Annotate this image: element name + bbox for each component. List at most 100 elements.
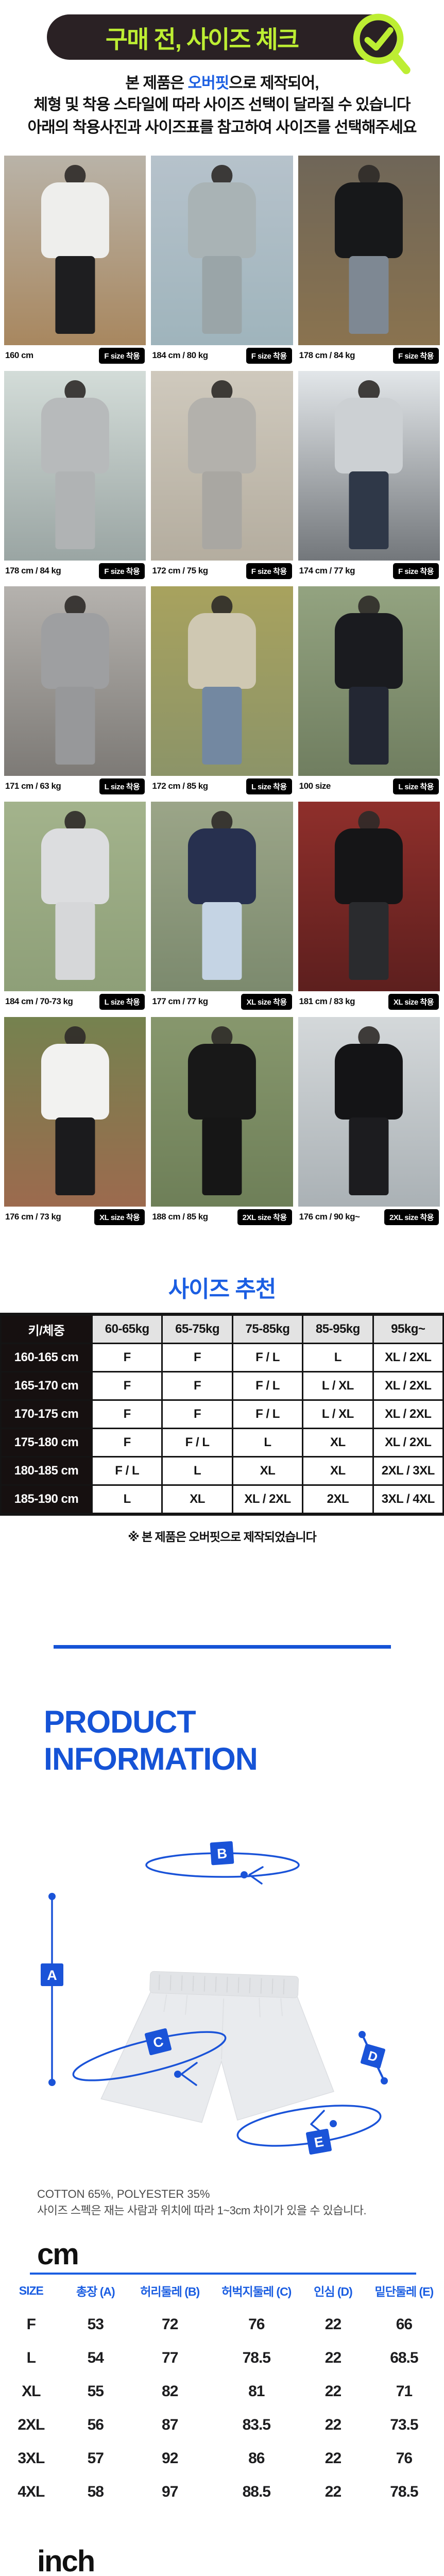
model-bottom-garment	[349, 471, 389, 549]
cm-value-cell: L	[26, 2349, 36, 2366]
product-information-title: PRODUCT INFORMATION	[44, 1703, 444, 1777]
height-range-cell: 170-175 cm	[0, 1399, 93, 1429]
photo-caption: 178 cm / 84 kg F size 착용	[298, 345, 440, 366]
photo-caption: 178 cm / 84 kg F size 착용	[4, 561, 146, 581]
size-badge: F size 착용	[393, 563, 439, 579]
cm-value-cell: 55	[87, 2382, 104, 2400]
measurement-disclaimer: 사이즈 스펙은 재는 사람과 위치에 따라 1~3cm 차이가 있을 수 있습니…	[37, 2204, 367, 2217]
size-check-banner: 구매 전, 사이즈 체크	[47, 13, 411, 74]
measurement-diagram: A B C D	[0, 1803, 444, 2179]
reco-size-cell: XL / 2XL	[372, 1428, 444, 1458]
model-spec-label: 172 cm / 75 kg	[152, 566, 208, 575]
model-top-garment	[335, 828, 403, 904]
model-spec-label: 174 cm / 77 kg	[299, 566, 355, 575]
model-photo	[151, 371, 293, 561]
model-photo-cell: 100 size L size 착용	[298, 586, 440, 796]
cm-value-cell: 78.5	[242, 2349, 271, 2366]
model-top-garment	[335, 613, 403, 689]
cm-value-cell: 22	[325, 2483, 341, 2500]
reco-size-cell: L / XL	[302, 1371, 374, 1401]
model-bottom-garment	[202, 471, 242, 549]
intro-line1-prefix: 본 제품은	[125, 75, 188, 92]
model-photo-cell: 181 cm / 83 kg XL size 착용	[298, 802, 440, 1012]
size-badge: XL size 착용	[241, 993, 292, 1010]
photo-caption: 100 size L size 착용	[298, 776, 440, 796]
model-bottom-garment	[349, 687, 389, 765]
reco-col-header: 95kg~	[372, 1313, 444, 1344]
cm-value-cell: 22	[325, 2416, 341, 2433]
size-reco-table: 키/체중 60-65kg 65-75kg 75-85kg 85-95kg 95k…	[0, 1313, 444, 1516]
intro-line1-suffix: 으로 제작되어,	[229, 75, 319, 92]
shorts-illustration	[100, 1971, 334, 2123]
reco-size-cell: L / XL	[302, 1399, 374, 1429]
model-photo	[4, 1017, 146, 1207]
cm-value-cell: 22	[325, 2315, 341, 2333]
reco-col-header: 85-95kg	[302, 1313, 374, 1344]
model-bottom-garment	[55, 1117, 95, 1195]
reco-size-cell: F	[91, 1399, 163, 1429]
cm-heading: cm	[37, 2238, 79, 2271]
size-badge: 2XL size 착용	[384, 1209, 439, 1225]
reco-size-cell: L	[231, 1428, 304, 1458]
cm-table-header: SIZE 총장 (A) 허리둘레 (B) 허벅지둘레 (C) 인심 (D) 밑단둘레 (E…	[0, 2282, 444, 2299]
model-bottom-garment	[55, 256, 95, 334]
reco-size-cell: 3XL / 4XL	[372, 1484, 444, 1515]
photo-caption: 172 cm / 75 kg F size 착용	[151, 561, 293, 581]
model-photo-cell: 172 cm / 75 kg F size 착용	[151, 371, 293, 581]
cm-value-cell: 87	[162, 2416, 178, 2433]
cm-col-header: 밑단둘레 (E)	[374, 2285, 434, 2298]
dimension-line-a	[48, 1893, 56, 2086]
cm-table-row: 4XL 58 97 88.5 22 78.5	[0, 2475, 444, 2509]
model-photo-cell: 178 cm / 84 kg F size 착용	[298, 156, 440, 366]
reco-size-cell: L	[302, 1343, 374, 1372]
cm-col-header: 허벅지둘레 (C)	[221, 2285, 292, 2298]
model-bottom-garment	[349, 1117, 389, 1195]
model-bottom-garment	[202, 902, 242, 980]
model-photo-cell: 176 cm / 73 kg XL size 착용	[4, 1017, 146, 1227]
measure-c-ellipse	[72, 2031, 227, 2081]
measure-c-dot	[174, 2071, 181, 2078]
cm-value-cell: 77	[162, 2349, 178, 2366]
cm-value-cell: XL	[22, 2382, 41, 2400]
reco-size-cell: XL	[302, 1428, 374, 1458]
cm-value-cell: 71	[396, 2382, 413, 2400]
model-spec-label: 178 cm / 84 kg	[299, 350, 355, 360]
model-photo-cell: 184 cm / 80 kg F size 착용	[151, 156, 293, 366]
cm-value-cell: 58	[87, 2483, 104, 2500]
model-spec-label: 160 cm	[5, 350, 33, 360]
size-badge: 2XL size 착용	[237, 1209, 292, 1225]
model-top-garment	[335, 1043, 403, 1120]
size-badge: F size 착용	[99, 347, 145, 364]
reco-size-cell: F / L	[231, 1343, 304, 1372]
model-top-garment	[187, 397, 257, 473]
model-photo	[4, 802, 146, 991]
reco-table-body: 160-165 cm F F F / L L XL / 2XL 165-170 cm F F F …	[0, 1343, 444, 1515]
photo-caption: 188 cm / 85 kg 2XL size 착용	[151, 1207, 293, 1227]
size-badge: F size 착용	[246, 347, 292, 364]
photo-caption: 176 cm / 90 kg~ 2XL size 착용	[298, 1207, 440, 1227]
intro-text: 본 제품은 오버핏으로 제작되어, 체형 및 착용 스타일에 따라 사이즈 선택…	[0, 73, 444, 139]
photo-caption: 171 cm / 63 kg L size 착용	[4, 776, 146, 796]
height-range-cell: 175-180 cm	[0, 1428, 93, 1458]
fabric-composition: COTTON 65%, POLYESTER 35%	[37, 2188, 210, 2200]
model-top-garment	[335, 397, 403, 473]
model-top-garment	[41, 1043, 109, 1120]
cm-table-row: XL 55 82 81 22 71	[0, 2375, 444, 2408]
reco-size-cell: F	[161, 1399, 233, 1429]
model-photo-cell: 178 cm / 84 kg F size 착용	[4, 371, 146, 581]
reco-col-header: 75-85kg	[231, 1313, 304, 1344]
label-d-box	[360, 2043, 386, 2069]
model-bottom-garment	[349, 256, 389, 334]
model-photo	[151, 802, 293, 991]
label-e: E	[313, 2134, 325, 2151]
cm-table-row: F 53 72 76 22 66	[0, 2308, 444, 2341]
photo-caption: 184 cm / 70-73 kg L size 착용	[4, 991, 146, 1012]
cm-table-row: 2XL 56 87 83.5 22 73.5	[0, 2408, 444, 2442]
cm-value-cell: 78.5	[390, 2483, 418, 2500]
measure-e-dot	[330, 2120, 337, 2127]
size-badge: XL size 착용	[388, 993, 439, 1010]
reco-size-cell: F	[161, 1371, 233, 1401]
reco-size-cell: L	[161, 1456, 233, 1486]
